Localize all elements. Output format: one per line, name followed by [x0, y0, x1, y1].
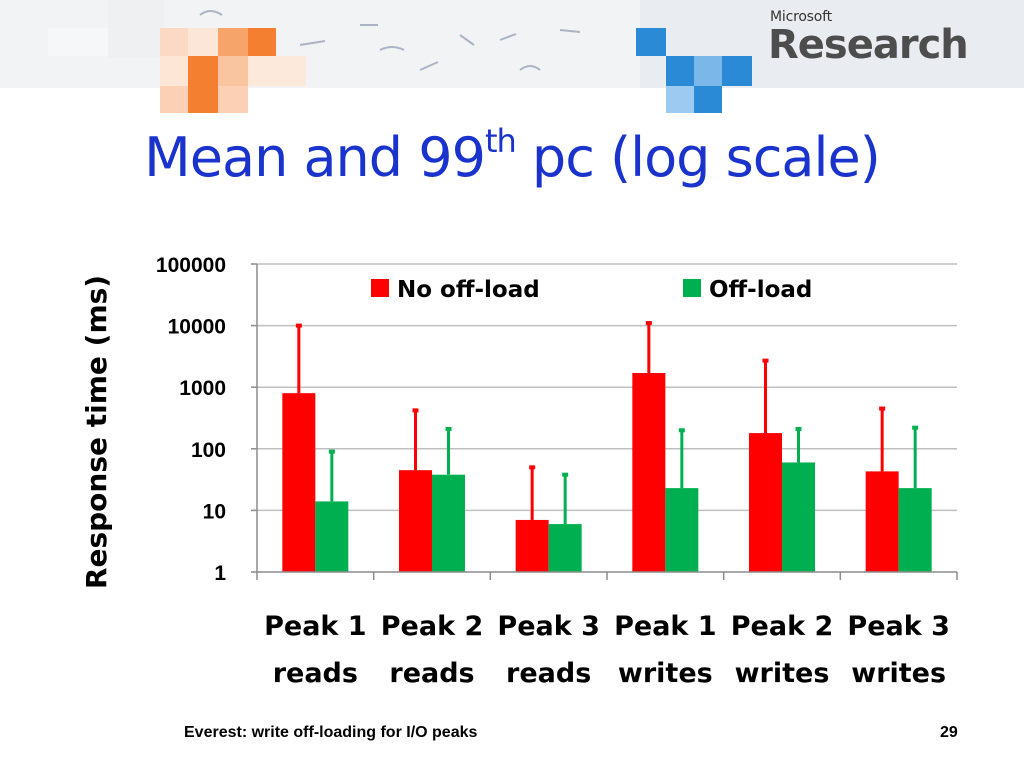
y-tick-label: 100000 [156, 254, 226, 277]
y-tick-label: 1 [214, 562, 226, 585]
bar [315, 501, 349, 572]
slide-title: Mean and 99th pc (log scale) [0, 122, 1024, 189]
bar [548, 524, 582, 572]
axes [251, 263, 958, 580]
x-category-label: writes [618, 658, 713, 689]
y-tick-label: 100 [191, 439, 226, 462]
y-axis-label: Response time (ms) [80, 275, 113, 589]
x-category-label: reads [389, 658, 474, 689]
y-tick-label: 1000 [179, 377, 226, 400]
bar [865, 471, 899, 572]
y-tick-labels: 1 10 100 1000 10000 100000 [156, 254, 226, 585]
legend-label: No off-load [397, 277, 540, 303]
bar [632, 373, 666, 572]
bar [749, 433, 782, 572]
legend-label: Off-load [709, 277, 812, 303]
category-labels: Peak 1 reads Peak 2 reads Peak 3 reads Peak 1 w… [264, 611, 950, 689]
bar [665, 488, 699, 572]
logo-research-text: Research [768, 22, 969, 68]
page-number: 29 [940, 724, 958, 741]
footer-text: Everest: write off-loading for I/O peaks [184, 724, 478, 741]
y-tick-label: 10 [203, 500, 226, 523]
legend-swatch [371, 279, 389, 297]
logo-microsoft-text: Microsoft [770, 9, 832, 25]
bars [282, 321, 932, 572]
bar [515, 519, 549, 572]
x-category-label: Peak 3 [497, 611, 599, 642]
bar [282, 393, 316, 572]
bar [898, 488, 932, 572]
legend-swatch [683, 279, 701, 297]
x-category-label: Peak 1 [614, 611, 716, 642]
bar [782, 462, 815, 572]
x-category-label: Peak 1 [264, 611, 366, 642]
x-category-label: reads [273, 658, 358, 689]
x-category-label: reads [506, 658, 591, 689]
gridlines [257, 263, 957, 512]
response-time-chart: 1 10 100 1000 10000 100000 Peak 1 reads Peak 2 r… [80, 254, 958, 689]
x-category-label: writes [735, 658, 830, 689]
x-category-label: Peak 2 [731, 611, 833, 642]
title-superscript: th [484, 122, 517, 160]
bar [432, 474, 465, 572]
x-category-label: Peak 2 [381, 611, 483, 642]
title-main: Mean and 99 [144, 126, 486, 189]
y-tick-label: 10000 [168, 316, 226, 339]
x-category-label: writes [851, 658, 946, 689]
legend: No off-load Off-load [371, 277, 812, 303]
bar [399, 470, 432, 572]
header-banner [0, 0, 1024, 115]
x-category-label: Peak 3 [847, 611, 949, 642]
title-tail: pc (log scale) [515, 126, 881, 189]
